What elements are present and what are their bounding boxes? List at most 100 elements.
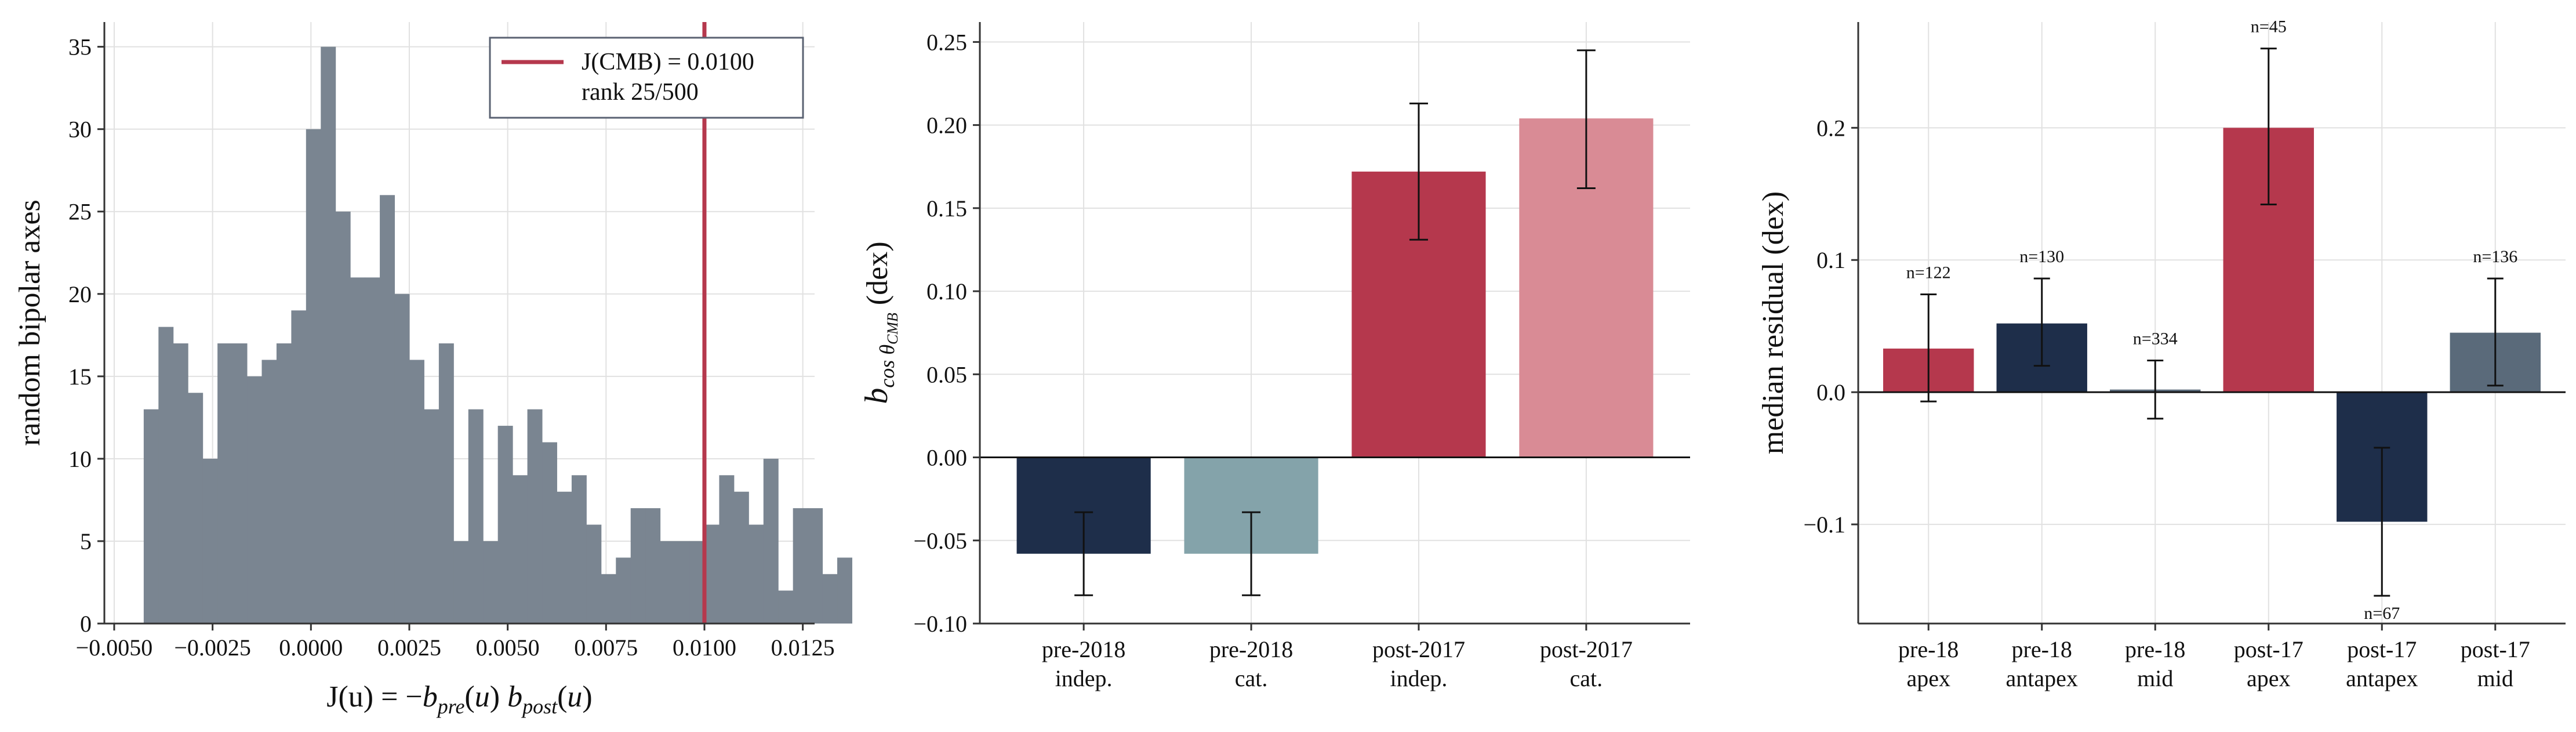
histogram-bar — [837, 557, 852, 624]
x-tick-label-line2: antapex — [2006, 665, 2078, 691]
histogram-bar — [704, 524, 720, 624]
label-part: ) — [582, 680, 592, 713]
y-axis-label: bcos θCMB (dex) — [859, 241, 901, 404]
y-tick-label: 0 — [80, 611, 92, 637]
x-tick-label: 0.0075 — [574, 635, 638, 661]
x-tick-label-line2: mid — [2137, 665, 2173, 691]
histogram-bar — [660, 541, 675, 624]
x-tick-label-line2: cat. — [1570, 665, 1603, 691]
y-tick-label: 0.1 — [1816, 247, 1845, 273]
y-tick-label: 25 — [68, 199, 92, 225]
y-tick-label: 35 — [68, 34, 92, 60]
x-tick-label: post-17 — [2461, 636, 2530, 662]
histogram-bar — [350, 277, 366, 624]
histogram-bar — [321, 46, 336, 624]
label-part: post — [521, 695, 558, 718]
x-tick-label: pre-18 — [1898, 636, 1959, 662]
x-tick-label: post-2017 — [1540, 636, 1633, 662]
x-tick-label: −0.0025 — [174, 635, 251, 661]
histogram-bar — [173, 343, 188, 624]
histogram-bar — [808, 508, 823, 624]
histogram-bar — [497, 426, 513, 624]
histogram-bar — [483, 541, 499, 624]
legend-entry: J(CMB) = 0.0100 — [582, 49, 754, 75]
histogram-bar — [616, 557, 631, 624]
histogram-bar — [202, 458, 218, 624]
y-axis-label: median residual (dex) — [1757, 191, 1790, 454]
label-part: ) — [490, 680, 507, 713]
histogram-bar — [365, 277, 380, 624]
count-annotation: n=130 — [2019, 247, 2064, 266]
x-tick-label: post-17 — [2234, 636, 2303, 662]
histogram-bar — [394, 293, 410, 624]
histogram-bar — [468, 409, 484, 624]
x-tick-label-line2: apex — [2247, 665, 2291, 691]
histogram-bar — [335, 211, 351, 624]
x-tick-label: pre-18 — [2012, 636, 2072, 662]
histogram-bar — [438, 343, 454, 624]
label-part: u — [475, 680, 490, 713]
y-tick-label: 0.0 — [1816, 379, 1845, 405]
histogram-bar — [586, 524, 602, 624]
y-tick-label: 15 — [68, 364, 92, 390]
legend-entry-rank: rank 25/500 — [582, 79, 699, 106]
histogram-bar — [689, 541, 705, 624]
label-part: (dex) — [861, 241, 894, 313]
x-tick-label-line2: apex — [1906, 665, 1950, 691]
histogram-bar — [733, 491, 749, 624]
x-tick-label: post-17 — [2347, 636, 2417, 662]
histogram-bar — [261, 360, 277, 624]
histogram-bar — [143, 409, 159, 624]
y-tick-label: 30 — [68, 117, 92, 143]
histogram-bar — [778, 590, 794, 624]
y-tick-label: 0.00 — [927, 445, 967, 471]
histogram-bar — [424, 409, 439, 624]
x-tick-label-line2: mid — [2477, 665, 2513, 691]
y-tick-label: 20 — [68, 281, 92, 307]
x-axis-label: J(u) = −bpre(u) bpost(u) — [326, 680, 593, 718]
y-tick-label: 0.10 — [927, 278, 967, 305]
x-tick-label: 0.0050 — [476, 635, 540, 661]
x-tick-label: pre-2018 — [1042, 636, 1125, 662]
y-tick-label: −0.10 — [913, 611, 967, 637]
count-annotation: n=136 — [2473, 247, 2517, 266]
histogram-bar — [601, 574, 616, 624]
histogram-bar — [247, 376, 262, 624]
y-tick-label: 0.15 — [927, 195, 967, 222]
x-tick-label: 0.0000 — [279, 635, 343, 661]
histogram-bar — [306, 129, 321, 624]
legend-box — [489, 37, 804, 119]
label-part: pre — [436, 695, 465, 718]
x-tick-label-line2: antapex — [2346, 665, 2418, 691]
y-tick-label: 0.05 — [927, 361, 967, 387]
x-tick-label: post-2017 — [1372, 636, 1465, 662]
histogram-bar — [675, 541, 691, 624]
histogram-bar — [217, 343, 233, 624]
histogram-bar — [276, 343, 292, 624]
label-part: b — [859, 388, 895, 404]
y-tick-label: −0.1 — [1803, 512, 1845, 538]
histogram-bar — [232, 343, 248, 624]
x-tick-label: 0.0100 — [673, 635, 736, 661]
histogram-bar — [719, 475, 735, 624]
label-part: cos θ — [875, 345, 899, 388]
label-part: CMB — [884, 313, 901, 345]
histogram-bar — [542, 442, 557, 624]
y-axis-label: random bipolar axes — [13, 200, 46, 446]
y-tick-label: 10 — [68, 446, 92, 472]
x-tick-label: pre-2018 — [1209, 636, 1293, 662]
histogram-bar — [571, 475, 587, 624]
histogram-bar — [763, 458, 779, 624]
label-part: J(u) = − — [326, 680, 423, 713]
y-tick-label: 0.2 — [1816, 115, 1845, 141]
x-tick-label-line2: indep. — [1055, 665, 1113, 691]
slope-bar-panel: −0.10 −0.05 0.00 0.05 0.10 0.15 0.20 0.25 pre-20… — [859, 22, 1690, 691]
label-part: ( — [557, 680, 567, 713]
x-tick-label: 0.0125 — [771, 635, 835, 661]
y-tick-label: 0.25 — [927, 29, 967, 55]
label-part: u — [567, 680, 582, 713]
count-annotation: n=45 — [2251, 17, 2287, 37]
histogram-bar — [822, 574, 838, 624]
count-annotation: n=67 — [2364, 604, 2400, 623]
